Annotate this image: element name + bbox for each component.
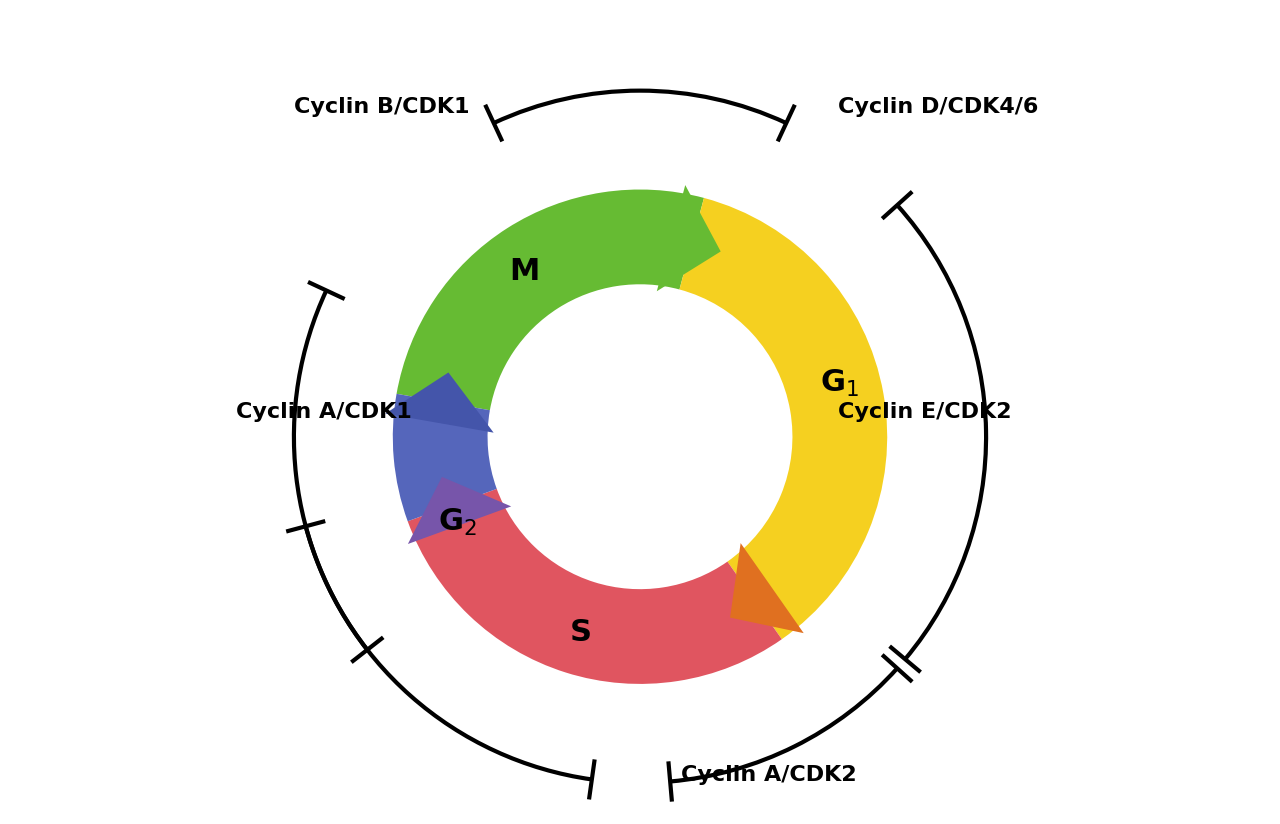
Wedge shape (397, 190, 704, 410)
Text: Cyclin A/CDK2: Cyclin A/CDK2 (681, 765, 856, 784)
Wedge shape (680, 198, 887, 639)
Wedge shape (408, 489, 782, 684)
Text: Cyclin D/CDK4/6: Cyclin D/CDK4/6 (838, 97, 1038, 117)
Text: Cyclin E/CDK2: Cyclin E/CDK2 (838, 402, 1011, 422)
Polygon shape (385, 372, 494, 433)
Wedge shape (393, 394, 497, 522)
Polygon shape (730, 543, 804, 633)
Text: S: S (570, 618, 591, 647)
Text: M: M (509, 257, 539, 286)
Text: G$_1$: G$_1$ (819, 368, 859, 399)
Text: G$_2$: G$_2$ (438, 507, 476, 537)
Polygon shape (657, 185, 721, 291)
Text: Cyclin B/CDK1: Cyclin B/CDK1 (294, 97, 470, 117)
Polygon shape (408, 477, 511, 544)
Text: Cyclin A/CDK1: Cyclin A/CDK1 (237, 402, 412, 422)
